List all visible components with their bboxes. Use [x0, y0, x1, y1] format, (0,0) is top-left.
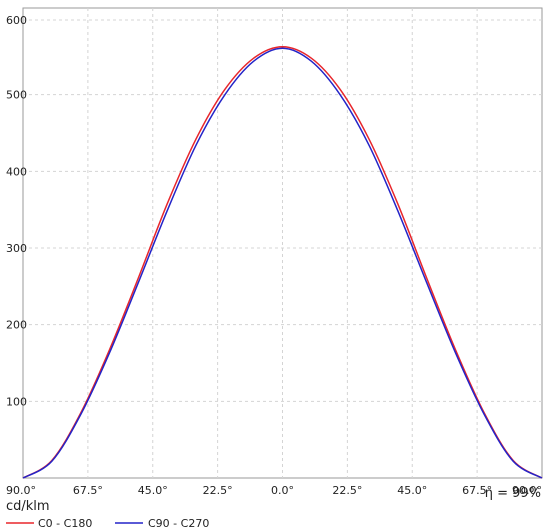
legend-label-c0-c180: C0 - C180	[38, 517, 92, 529]
x-axis-labels: 90.0° 67.5° 45.0° 22.5° 0.0° 22.5° 45.0° 67.5° 9…	[6, 484, 542, 497]
x-tick-label: 90.0°	[6, 484, 36, 497]
x-tick-label: 0.0°	[271, 484, 294, 497]
grid	[23, 8, 542, 478]
y-axis-labels: 100 200 300 400 500 600	[6, 14, 27, 408]
series-line-1	[22, 47, 543, 479]
curves	[22, 45, 543, 479]
unit-label: cd/klm	[6, 499, 50, 514]
y-tick-label: 500	[6, 89, 27, 102]
x-tick-label: 22.5°	[203, 484, 233, 497]
efficiency-label: η = 99%	[485, 486, 541, 501]
x-tick-label: 45.0°	[397, 484, 427, 497]
x-tick-label: 67.5°	[462, 484, 492, 497]
y-tick-label: 200	[6, 319, 27, 332]
y-tick-label: 600	[6, 14, 27, 27]
legend: C0 - C180 C90 - C270	[6, 517, 209, 529]
x-tick-label: 90.0°	[512, 484, 542, 497]
legend-label-c90-c270: C90 - C270	[148, 517, 209, 529]
y-tick-label: 400	[6, 165, 27, 178]
x-tick-label: 67.5°	[73, 484, 103, 497]
series-line-0	[22, 45, 543, 479]
y-tick-label: 300	[6, 242, 27, 255]
x-tick-label: 22.5°	[332, 484, 362, 497]
y-tick-label: 100	[6, 395, 27, 408]
x-tick-label: 45.0°	[138, 484, 168, 497]
